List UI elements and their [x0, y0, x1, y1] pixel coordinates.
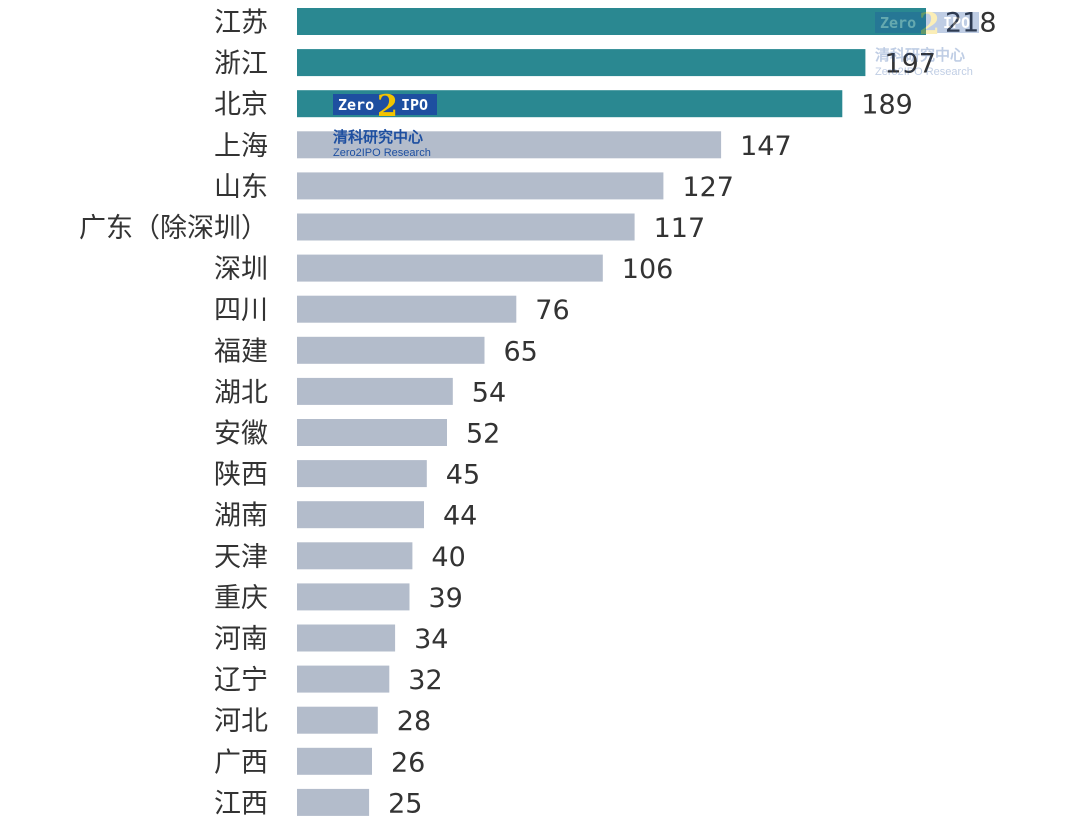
value-label: 28	[397, 706, 431, 737]
bar-16	[297, 665, 390, 693]
value-label: 52	[466, 419, 500, 450]
watermark-logo-two: 2	[377, 89, 398, 124]
bar-8	[297, 336, 485, 364]
bar-13	[297, 542, 413, 570]
value-label: 32	[408, 665, 442, 696]
value-label: 218	[945, 8, 997, 39]
value-label: 197	[884, 49, 936, 80]
watermark-logo-zero: Zero	[880, 14, 916, 32]
category-label: 广西	[214, 747, 268, 778]
watermark-logo: Zero 2 IPO 清科研究中心 Zero2IPO Research	[333, 89, 437, 159]
category-label: 山东	[214, 172, 268, 203]
value-label: 127	[682, 172, 734, 203]
value-label: 45	[446, 460, 480, 491]
watermark-logo-ipo: IPO	[401, 96, 428, 114]
bar-18	[297, 747, 372, 775]
category-label: 辽宁	[214, 665, 268, 696]
category-label: 深圳	[214, 254, 268, 285]
value-label: 65	[504, 336, 538, 367]
category-label: 河南	[214, 624, 268, 655]
watermark-name-en: Zero2IPO Research	[333, 147, 431, 159]
value-label: 26	[391, 747, 425, 778]
category-label: 河北	[214, 706, 268, 737]
category-label: 湖北	[214, 377, 268, 408]
watermark-logo-ipo: IPO	[943, 14, 970, 32]
bar-1	[297, 49, 866, 77]
bar-15	[297, 624, 396, 652]
category-label: 浙江	[214, 49, 268, 80]
value-label: 147	[740, 131, 792, 162]
bar-10	[297, 419, 447, 446]
value-label: 34	[414, 624, 448, 655]
value-label: 44	[443, 501, 477, 532]
watermark-logo-faint: Zero 2 IPO 清科研究中心 Zero2IPO Research	[875, 7, 979, 78]
category-label: 福建	[214, 336, 268, 367]
watermark-name-cn: 清科研究中心	[875, 46, 965, 64]
watermark-logo-box	[875, 12, 979, 33]
bar-6	[297, 254, 603, 282]
category-label: 江西	[214, 788, 268, 819]
value-label: 76	[535, 295, 569, 326]
category-label: 湖南	[214, 501, 268, 532]
value-label: 39	[429, 583, 463, 614]
category-label: 陕西	[214, 460, 268, 491]
value-label: 117	[654, 213, 706, 244]
bar-17	[297, 706, 378, 734]
value-label: 25	[388, 788, 422, 819]
value-label: 189	[861, 90, 913, 121]
category-label: 天津	[214, 542, 268, 573]
value-label: 106	[622, 254, 674, 285]
watermark-logo-zero: Zero	[338, 96, 374, 114]
bar-11	[297, 460, 427, 488]
category-label: 重庆	[214, 583, 268, 614]
watermark-logo-box	[333, 94, 437, 115]
watermark-logo-two: 2	[919, 7, 940, 42]
category-label: 江苏	[214, 8, 268, 39]
category-label: 安徽	[214, 419, 268, 450]
bar-3	[297, 131, 722, 159]
bars-layer: 江苏 218 浙江 197 北京 189 上海 147 山东 127 广东（除深圳） 117 深圳 106…	[79, 8, 997, 820]
bar-4	[297, 172, 664, 200]
bar-12	[297, 501, 424, 529]
bar-5	[297, 213, 635, 241]
category-label: 北京	[214, 90, 268, 121]
bar-0	[297, 8, 926, 35]
watermark-name-en: Zero2IPO Research	[875, 66, 973, 78]
value-label: 40	[431, 542, 465, 573]
category-label: 四川	[214, 295, 268, 326]
bar-7	[297, 295, 517, 323]
bar-14	[297, 583, 410, 611]
bar-19	[297, 788, 370, 816]
bar-9	[297, 377, 453, 405]
watermark-name-cn: 清科研究中心	[333, 128, 423, 146]
category-label: 上海	[214, 131, 268, 162]
category-label: 广东（除深圳）	[79, 213, 268, 244]
value-label: 54	[472, 377, 506, 408]
